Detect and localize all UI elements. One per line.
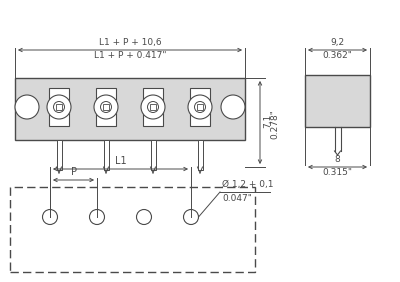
Bar (56, 104, 62, 110)
Circle shape (221, 95, 245, 119)
Circle shape (136, 210, 152, 224)
Circle shape (188, 95, 212, 119)
Circle shape (141, 95, 165, 119)
Circle shape (194, 102, 206, 113)
Text: 0.362": 0.362" (322, 51, 352, 60)
Circle shape (47, 95, 71, 119)
Bar (10, 187, 255, 272)
Circle shape (15, 95, 39, 119)
Bar (190, 88, 210, 126)
Text: L1 + P + 0.417": L1 + P + 0.417" (94, 51, 166, 60)
Bar (96, 88, 116, 126)
Text: L1 + P + 10,6: L1 + P + 10,6 (99, 38, 161, 47)
Bar (15, 78, 245, 140)
Bar (104, 140, 108, 170)
Text: 0.047": 0.047" (222, 194, 252, 203)
Text: Ø 1,2 + 0,1: Ø 1,2 + 0,1 (222, 180, 274, 189)
Circle shape (90, 210, 104, 224)
Bar (198, 140, 202, 170)
Circle shape (100, 102, 112, 113)
Bar (49, 88, 69, 126)
Bar (143, 88, 163, 126)
Circle shape (184, 210, 198, 224)
Circle shape (54, 102, 64, 113)
Text: 7,1: 7,1 (263, 113, 272, 128)
Text: P: P (70, 167, 76, 177)
Bar (150, 104, 156, 110)
Bar (103, 104, 109, 110)
Circle shape (148, 102, 158, 113)
Bar (197, 104, 203, 110)
Bar (56, 140, 62, 170)
Circle shape (42, 210, 58, 224)
Text: 8: 8 (335, 155, 340, 164)
Text: 0.315": 0.315" (322, 168, 352, 177)
Circle shape (94, 95, 118, 119)
Text: 0.278": 0.278" (270, 110, 279, 139)
Text: 9,2: 9,2 (330, 38, 344, 47)
Bar (150, 140, 156, 170)
Text: L1: L1 (115, 156, 126, 166)
Bar (305, 75, 370, 127)
